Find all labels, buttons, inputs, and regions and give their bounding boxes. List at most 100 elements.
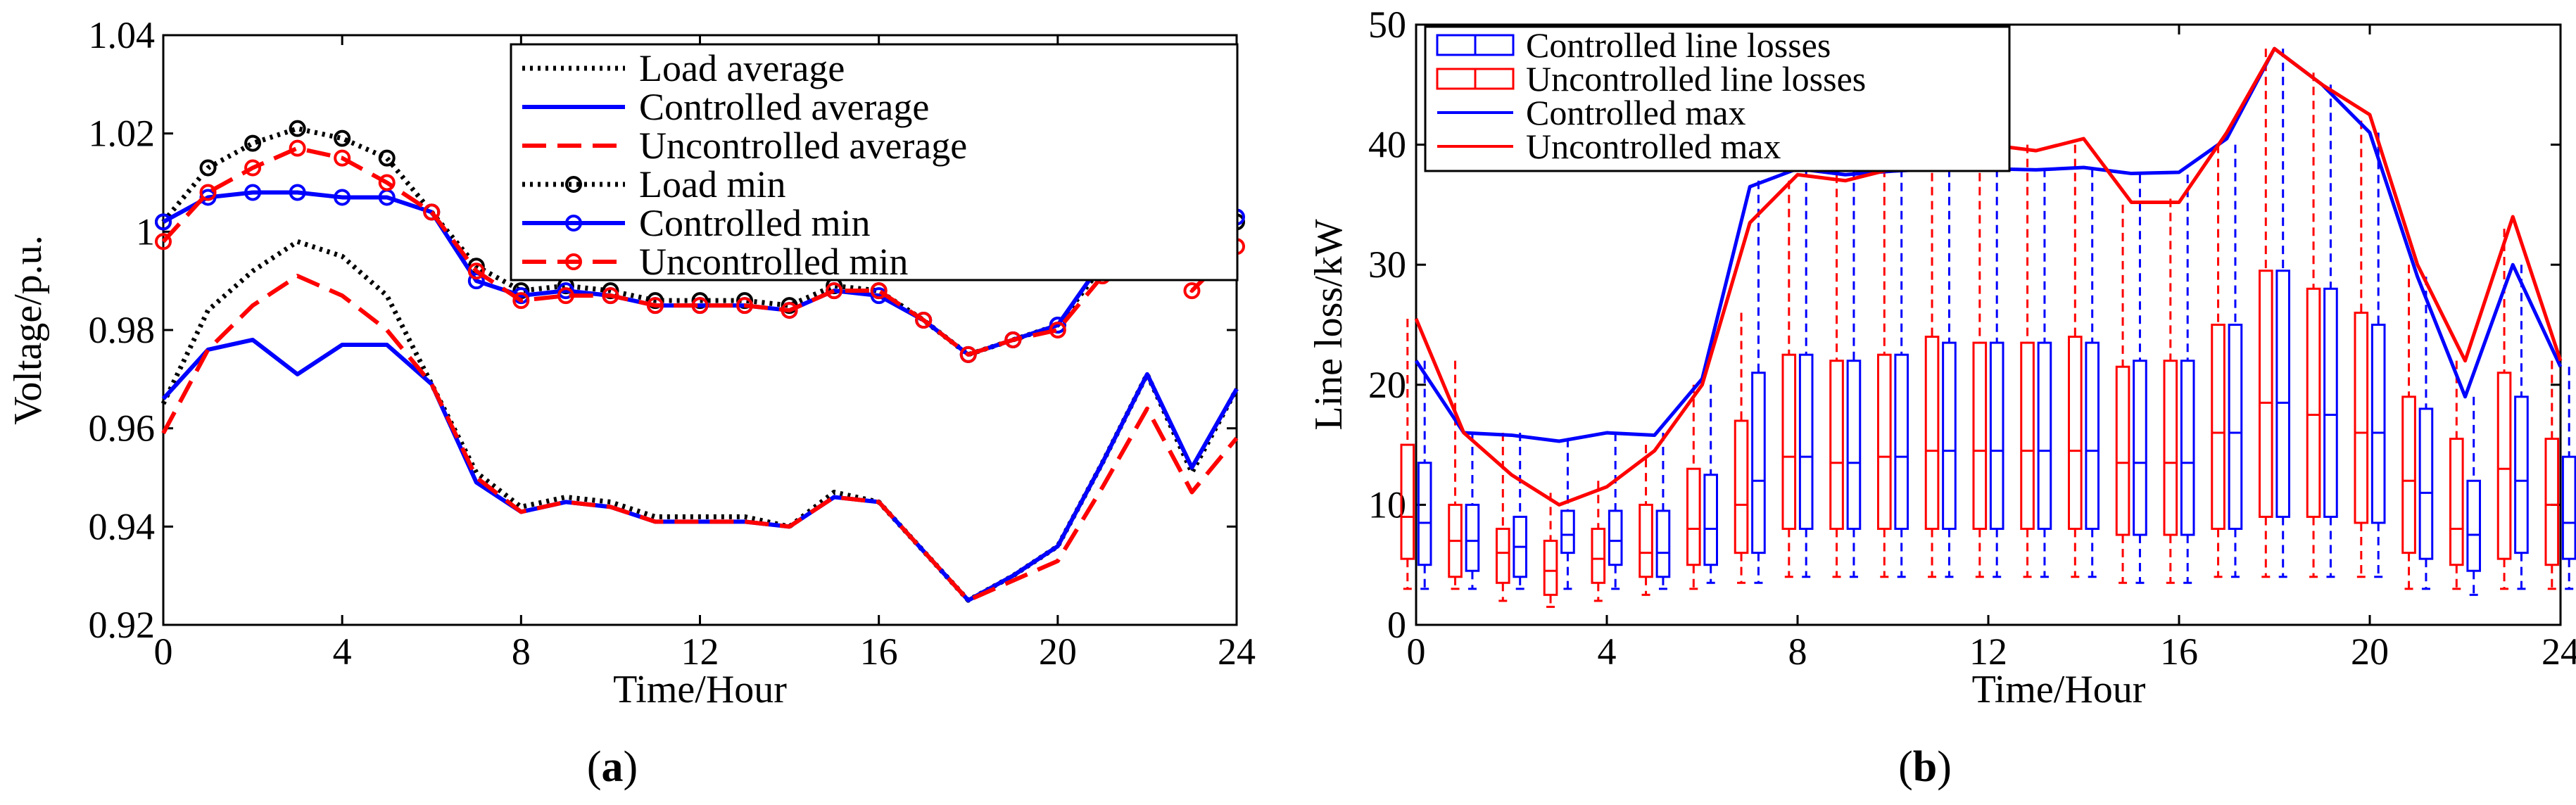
marker-controlled-min xyxy=(244,184,262,201)
legend-label-uncontrolled-average: Uncontrolled average xyxy=(639,125,967,167)
box-controlled-line-losses-iqr xyxy=(1894,353,1909,531)
series-line-controlled-min xyxy=(162,190,1239,357)
box-controlled-line-losses-iqr xyxy=(2323,287,2338,518)
panel-a-caption-letter: a xyxy=(602,743,624,791)
legend-box-b xyxy=(1424,25,2011,172)
y-tick-label-a: 0.92 xyxy=(89,604,156,646)
marker-uncontrolled-min xyxy=(512,292,530,310)
y-tick-label-b: 50 xyxy=(1368,4,1406,46)
box-uncontrolled-line-losses-iqr xyxy=(2306,287,2321,518)
box-controlled-line-losses-iqr xyxy=(2133,360,2147,536)
box-uncontrolled-line-losses-iqr xyxy=(1924,336,1940,531)
x-tick-label-b: 4 xyxy=(1598,630,1617,673)
marker-load-min xyxy=(334,129,351,147)
box-uncontrolled-line-losses-iqr xyxy=(1829,360,1844,531)
x-axis-label-a: Time/Hour xyxy=(613,668,787,711)
marker-uncontrolled-min xyxy=(915,312,933,329)
series-line-uncontrolled-min xyxy=(161,146,1239,357)
marker-uncontrolled-min xyxy=(826,282,843,300)
marker-uncontrolled-min xyxy=(1004,331,1022,348)
box-controlled-line-losses-iqr xyxy=(1989,341,2004,531)
marker-uncontrolled-min xyxy=(1049,322,1066,338)
box-uncontrolled-line-losses-iqr xyxy=(2401,395,2416,554)
marker-controlled-min xyxy=(289,184,306,201)
box-uncontrolled-line-losses-iqr xyxy=(1876,353,1892,531)
box-uncontrolled-line-losses-iqr xyxy=(1639,503,1653,578)
box-uncontrolled-line-losses-iqr xyxy=(1781,353,1797,531)
box-uncontrolled-line-losses-iqr xyxy=(1400,443,1415,560)
y-tick-label-b: 30 xyxy=(1368,243,1406,286)
legend-label-controlled-average: Controlled average xyxy=(639,86,929,128)
series-line-controlled-average xyxy=(161,337,1239,603)
box-controlled-line-losses-iqr xyxy=(2180,360,2195,536)
legend-marker-uncontrolled-min xyxy=(565,253,582,270)
series-line-uncontrolled-average xyxy=(161,274,1239,603)
marker-uncontrolled-min xyxy=(557,287,574,305)
panel-b-caption-letter: b xyxy=(1913,743,1937,791)
marker-load-min xyxy=(244,134,262,152)
marker-load-min xyxy=(289,120,306,137)
x-tick-label-a: 12 xyxy=(681,630,719,673)
marker-uncontrolled-min xyxy=(155,233,172,251)
x-tick-label-b: 24 xyxy=(2542,630,2576,673)
box-uncontrolled-line-losses-iqr xyxy=(2163,360,2178,536)
box-controlled-line-losses-iqr xyxy=(2514,395,2529,554)
box-uncontrolled-line-losses-iqr xyxy=(2496,372,2512,560)
legend-label-uncontrolled-max: Uncontrolled max xyxy=(1526,127,1781,166)
box-uncontrolled-line-losses-iqr xyxy=(2258,270,2273,518)
legend-label-uncontrolled-min: Uncontrolled min xyxy=(639,241,908,283)
box-uncontrolled-line-losses-iqr xyxy=(2354,311,2369,524)
x-tick-label-b: 20 xyxy=(2351,630,2389,673)
box-controlled-line-losses-iqr xyxy=(1798,353,1814,531)
marker-uncontrolled-min xyxy=(691,297,709,315)
series-line-load-average xyxy=(160,239,1239,603)
legend-label-load-average: Load average xyxy=(639,47,845,89)
marker-load-min xyxy=(199,159,217,177)
x-axis-label-b: Time/Hour xyxy=(1972,668,2146,711)
marker-uncontrolled-min xyxy=(736,297,754,315)
x-tick-label-a: 20 xyxy=(1039,630,1077,673)
y-tick-label-b: 10 xyxy=(1368,483,1406,526)
box-controlled-line-losses-iqr xyxy=(2561,455,2576,560)
marker-controlled-min xyxy=(557,282,574,300)
marker-uncontrolled-min xyxy=(199,184,217,201)
y-tick-label-a: 0.96 xyxy=(89,407,156,450)
y-axis-label-a: Voltage/p.u. xyxy=(6,235,50,425)
x-tick-label-a: 16 xyxy=(860,630,898,673)
marker-uncontrolled-min xyxy=(467,262,485,280)
box-controlled-line-losses-iqr xyxy=(2228,324,2243,531)
x-tick-label-a: 4 xyxy=(333,630,352,673)
legend-box-a xyxy=(510,43,1239,281)
marker-load-min xyxy=(512,282,530,300)
marker-uncontrolled-min xyxy=(378,174,396,191)
box-uncontrolled-line-losses-iqr xyxy=(1972,341,1988,531)
legend-marker-controlled-min xyxy=(565,215,582,232)
marker-controlled-min xyxy=(1049,317,1066,334)
y-tick-label-b: 40 xyxy=(1368,124,1406,166)
box-uncontrolled-line-losses-iqr xyxy=(1591,528,1606,584)
x-tick-label-b: 0 xyxy=(1407,630,1426,673)
box-controlled-line-losses-iqr xyxy=(1608,509,1623,566)
x-tick-label-a: 0 xyxy=(154,630,173,673)
box-uncontrolled-line-losses-iqr xyxy=(2115,365,2130,536)
marker-uncontrolled-min xyxy=(423,203,441,221)
y-tick-label-a: 0.94 xyxy=(89,505,156,547)
marker-controlled-min xyxy=(155,213,172,231)
marker-uncontrolled-min xyxy=(602,287,619,305)
box-controlled-line-losses-iqr xyxy=(2037,341,2052,531)
box-controlled-line-losses-iqr xyxy=(1942,341,1957,531)
x-tick-label-b: 12 xyxy=(1969,630,2007,673)
box-controlled-line-losses-iqr xyxy=(1751,372,1766,554)
marker-uncontrolled-min xyxy=(289,139,306,157)
box-uncontrolled-line-losses-iqr xyxy=(2067,336,2083,531)
box-controlled-line-losses-iqr xyxy=(1655,509,1671,578)
marker-uncontrolled-min xyxy=(781,302,798,319)
box-uncontrolled-line-losses-iqr xyxy=(1543,540,1558,596)
box-controlled-line-losses-iqr xyxy=(2085,341,2100,531)
y-axis-label-b: Line loss/kW xyxy=(1307,219,1351,430)
box-uncontrolled-line-losses-iqr xyxy=(2544,438,2560,566)
box-uncontrolled-line-losses-iqr xyxy=(1686,467,1701,566)
panel-b-caption: (b) xyxy=(1898,743,1952,791)
marker-uncontrolled-min xyxy=(959,346,977,363)
